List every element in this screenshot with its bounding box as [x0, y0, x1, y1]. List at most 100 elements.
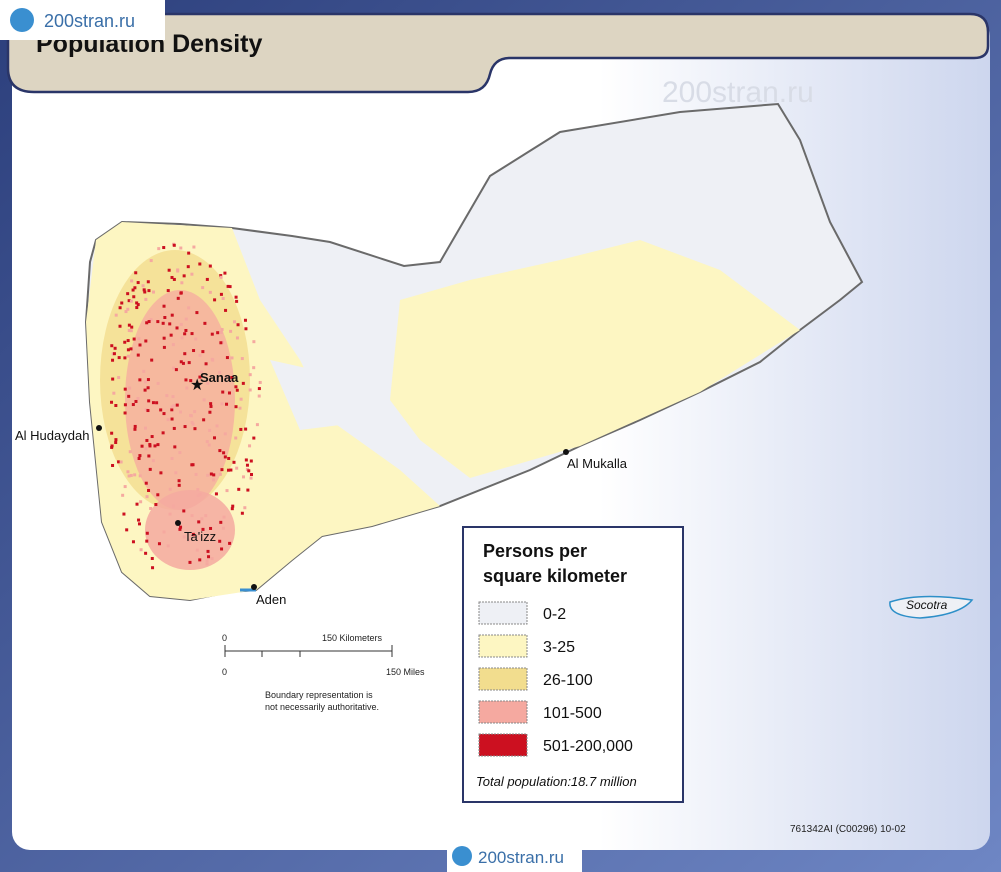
city-marker [251, 584, 257, 590]
legend-swatch [478, 634, 528, 658]
dense-cell [202, 418, 206, 422]
dense-cell [129, 299, 133, 303]
dense-cell [178, 527, 182, 531]
dense-cell [182, 535, 186, 539]
dense-cell [187, 361, 191, 365]
dense-cell [133, 473, 137, 477]
dense-cell [133, 424, 137, 428]
dense-cell [178, 451, 182, 455]
dense-cell [147, 320, 151, 324]
dense-cell [131, 288, 135, 292]
dense-cell [136, 303, 140, 307]
dense-cell [170, 417, 174, 421]
dense-cell [225, 489, 229, 493]
dense-cell [187, 306, 191, 310]
dense-cell [162, 412, 166, 416]
dense-cell [230, 507, 234, 511]
legend-swatch [478, 667, 528, 691]
dense-cell [143, 380, 147, 384]
dense-cell [214, 492, 218, 496]
dense-cell [117, 356, 121, 360]
dense-cell [180, 336, 184, 340]
dense-cell [235, 336, 239, 340]
dense-cell [212, 473, 216, 477]
dense-cell [150, 358, 154, 362]
dense-cell [127, 474, 131, 478]
dense-cell [197, 520, 201, 524]
dense-cell [210, 332, 214, 336]
dense-cell [144, 297, 148, 301]
dense-cell [147, 289, 151, 293]
dense-cell [171, 343, 175, 347]
dense-cell [126, 307, 130, 311]
city-marker [175, 520, 181, 526]
city-label: Al Hudaydah [15, 428, 89, 443]
dense-cell [126, 354, 130, 358]
dense-cell [219, 341, 223, 345]
dense-cell [114, 440, 118, 444]
island-label: Socotra [906, 598, 948, 612]
dense-cell [173, 445, 177, 449]
dense-cell [149, 318, 153, 322]
dense-cell [211, 358, 215, 362]
dense-cell [120, 301, 124, 305]
dense-cell [240, 511, 244, 515]
dense-cell [144, 481, 148, 485]
dense-cell [150, 556, 154, 560]
dense-cell [219, 275, 223, 279]
dense-cell [146, 386, 150, 390]
dense-cell [190, 332, 194, 336]
dense-cell [150, 435, 154, 439]
dense-cell [123, 340, 127, 344]
dense-cell [225, 375, 229, 379]
dense-cell [207, 555, 211, 559]
dense-cell [175, 403, 179, 407]
dense-cell [225, 402, 229, 406]
watermark: 200stran.ru [478, 848, 564, 867]
dense-cell [131, 403, 135, 407]
dense-cell [193, 410, 197, 414]
dense-cell [200, 517, 204, 521]
dense-cell [193, 427, 197, 431]
scale-label: 150 Miles [386, 667, 425, 677]
dense-cell [156, 381, 160, 385]
dense-cell [230, 356, 234, 360]
dense-cell [195, 548, 199, 552]
dense-cell [219, 520, 223, 524]
dense-cell [172, 366, 176, 370]
dense-cell [218, 472, 222, 476]
dense-cell [134, 399, 138, 403]
dense-cell [231, 504, 235, 508]
dense-cell [172, 277, 176, 281]
dense-cell [127, 394, 131, 398]
dense-cell [194, 337, 198, 341]
dense-cell [228, 541, 232, 545]
dense-cell [191, 532, 195, 536]
island [889, 595, 974, 619]
dense-cell [159, 471, 163, 475]
city-label: Aden [256, 592, 286, 607]
dense-cell [255, 423, 259, 427]
dense-cell [166, 418, 170, 422]
dense-cell [129, 347, 133, 351]
dense-cell [205, 562, 209, 566]
dense-cell [156, 320, 160, 324]
dense-cell [203, 321, 207, 325]
dense-cell [128, 386, 132, 390]
dense-cell [154, 503, 158, 507]
dense-cell [170, 313, 174, 317]
dense-cell [181, 361, 185, 365]
dense-cell [198, 262, 202, 266]
dense-cell [215, 424, 219, 428]
note: not necessarily authoritative. [265, 702, 379, 712]
dense-cell [210, 557, 214, 561]
dense-cell [121, 493, 125, 497]
dense-cell [179, 360, 183, 364]
legend-swatch [478, 601, 528, 625]
legend-items: 0-2 3-25 26-100 101-500 501-200,000 [478, 601, 633, 757]
dense-cell [205, 559, 209, 563]
dense-cell [161, 321, 165, 325]
dense-cell [183, 332, 187, 336]
dense-cell [151, 566, 155, 570]
dense-cell [235, 299, 239, 303]
